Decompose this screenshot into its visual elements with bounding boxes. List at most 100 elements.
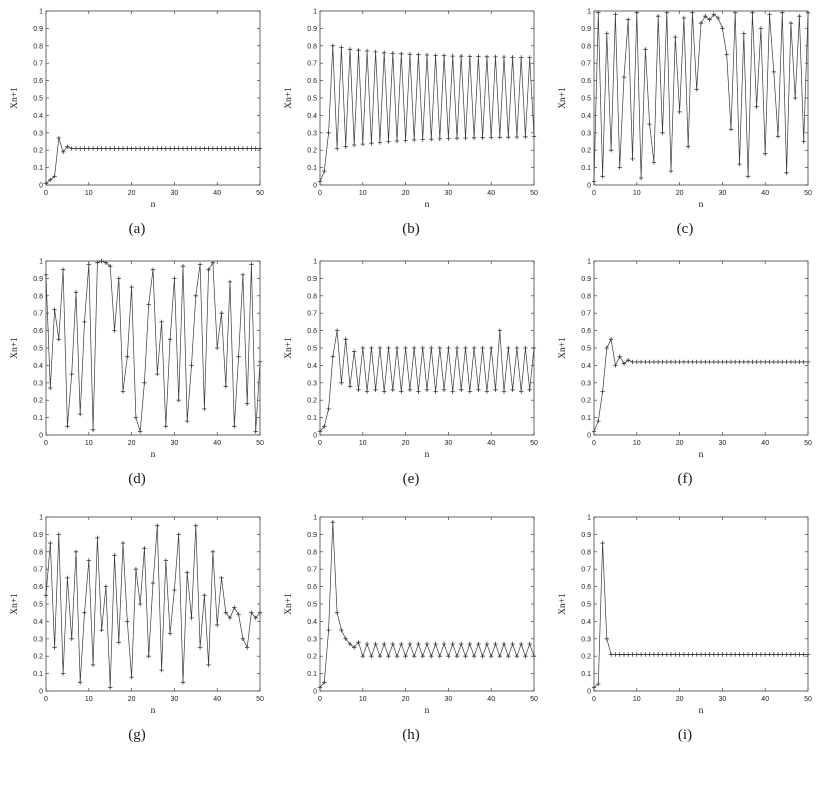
y-tick-label: 0.7 [581, 61, 591, 68]
subplot-caption: (i) [677, 727, 693, 743]
y-ticks: 0 0.1 0.2 0.3 0.4 0.5 0.6 0.7 0.8 0.9 1 [33, 9, 260, 190]
y-axis-label: Xn+1 [558, 87, 568, 109]
x-tick-label: 40 [213, 440, 221, 447]
y-tick-label: 0.7 [33, 61, 43, 68]
x-tick-label: 0 [318, 190, 322, 197]
y-tick-label: 0.9 [307, 532, 317, 539]
y-tick-label: 1 [587, 515, 591, 522]
x-axis-label: n [699, 200, 704, 210]
y-tick-label: 0.6 [581, 78, 591, 85]
series-line [45, 260, 261, 432]
y-tick-label: 0.3 [307, 636, 317, 643]
x-tick-label: 10 [359, 190, 367, 197]
axes-box [45, 10, 261, 186]
series-markers [43, 258, 263, 434]
y-tick-label: 0.4 [581, 113, 591, 120]
x-tick-label: 0 [592, 190, 596, 197]
y-tick-label: 0.8 [581, 293, 591, 300]
series-markers [317, 520, 537, 690]
y-tick-label: 0.8 [307, 43, 317, 50]
x-tick-label: 20 [128, 440, 136, 447]
y-tick-label: 0.6 [33, 328, 43, 335]
y-tick-label: 0.6 [581, 584, 591, 591]
y-tick-label: 0 [313, 433, 317, 440]
series-line [593, 543, 808, 688]
y-tick-label: 0.1 [581, 415, 591, 422]
y-axis-label: Xn+1 [284, 593, 294, 615]
y-tick-label: 0 [587, 433, 591, 440]
plot-canvas-d: 0 10 20 30 40 50 0 0.1 0.2 0.3 0.4 0.5 0.6 0.7 0.8 0.9 1… [10, 258, 264, 461]
y-tick-label: 0 [587, 183, 591, 190]
y-tick-label: 0.4 [33, 619, 43, 626]
axes-box [45, 516, 261, 692]
series-markers [43, 135, 263, 186]
x-tick-label: 0 [318, 440, 322, 447]
y-tick-label: 0.8 [33, 549, 43, 556]
axes-box [593, 516, 809, 692]
series-markers [591, 540, 811, 690]
y-axis-label: Xn+1 [284, 87, 294, 109]
y-tick-label: 0.2 [307, 148, 317, 155]
x-tick-label: 50 [256, 190, 264, 197]
x-axis-label: n [699, 706, 704, 716]
y-ticks: 0 0.1 0.2 0.3 0.4 0.5 0.6 0.7 0.8 0.9 1 [307, 9, 534, 190]
series-markers [591, 10, 811, 184]
axes-box [593, 10, 809, 186]
x-tick-label: 20 [128, 696, 136, 703]
subplot-i: 0 10 20 30 40 50 0 0.1 0.2 0.3 0.4 0.5 0.6 0.7 0.8 0.9 1… [554, 506, 816, 744]
x-tick-label: 30 [171, 696, 179, 703]
x-tick-label: 40 [761, 440, 769, 447]
series-line [593, 12, 809, 182]
x-tick-label: 50 [256, 696, 264, 703]
plot-canvas-g: 0 10 20 30 40 50 0 0.1 0.2 0.3 0.4 0.5 0.6 0.7 0.8 0.9 1… [10, 515, 264, 717]
y-axis-label: Xn+1 [284, 337, 294, 359]
axes-box [593, 260, 809, 436]
y-tick-label: 0.4 [307, 363, 317, 370]
subplot-b: 0 10 20 30 40 50 0 0.1 0.2 0.3 0.4 0.5 0.6 0.7 0.8 0.9 1… [280, 0, 542, 238]
y-tick-label: 0.7 [33, 311, 43, 318]
y-tick-label: 0.2 [307, 398, 317, 405]
x-tick-label: 40 [213, 696, 221, 703]
subplot-f: 0 10 20 30 40 50 0 0.1 0.2 0.3 0.4 0.5 0.6 0.7 0.8 0.9 1… [554, 250, 816, 488]
y-tick-label: 0.1 [307, 415, 317, 422]
y-tick-label: 0.5 [581, 96, 591, 103]
plot-canvas-f: 0 10 20 30 40 50 0 0.1 0.2 0.3 0.4 0.5 0.6 0.7 0.8 0.9 1… [558, 259, 812, 461]
x-tick-label: 0 [44, 190, 48, 197]
y-tick-label: 1 [39, 515, 43, 522]
y-tick-label: 0.7 [581, 567, 591, 574]
y-tick-label: 0.6 [307, 584, 317, 591]
x-tick-label: 50 [804, 190, 812, 197]
y-ticks: 0 0.1 0.2 0.3 0.4 0.5 0.6 0.7 0.8 0.9 1 [581, 259, 808, 440]
subplot-c: 0 10 20 30 40 50 0 0.1 0.2 0.3 0.4 0.5 0.6 0.7 0.8 0.9 1… [554, 0, 816, 238]
y-tick-label: 0.6 [581, 328, 591, 335]
y-tick-label: 0.3 [581, 130, 591, 137]
y-axis-label: Xn+1 [10, 593, 20, 615]
y-tick-label: 0.6 [33, 584, 43, 591]
y-tick-label: 1 [39, 259, 43, 266]
y-tick-label: 0.4 [33, 363, 43, 370]
x-tick-label: 20 [402, 440, 410, 447]
y-tick-label: 0.1 [33, 165, 43, 172]
subplot-caption: (g) [128, 727, 146, 743]
x-tick-label: 40 [213, 190, 221, 197]
y-tick-label: 0.1 [307, 671, 317, 678]
y-tick-label: 0.1 [581, 165, 591, 172]
y-tick-label: 0.9 [307, 26, 317, 33]
x-axis-label: n [699, 450, 704, 460]
x-tick-label: 30 [445, 190, 453, 197]
y-tick-label: 0.2 [33, 654, 43, 661]
series-markers [43, 523, 263, 690]
x-ticks: 0 10 20 30 40 50 [44, 261, 264, 447]
plot-canvas-i: 0 10 20 30 40 50 0 0.1 0.2 0.3 0.4 0.5 0.6 0.7 0.8 0.9 1… [558, 515, 812, 717]
x-ticks: 0 10 20 30 40 50 [318, 261, 538, 447]
y-axis-label: Xn+1 [10, 337, 20, 359]
x-tick-label: 0 [44, 696, 48, 703]
series-line [319, 330, 535, 432]
x-axis-label: n [425, 200, 430, 210]
y-tick-label: 0.2 [307, 654, 317, 661]
y-tick-label: 0.3 [33, 636, 43, 643]
subplot-caption: (e) [402, 471, 420, 487]
series-line [319, 45, 535, 182]
y-tick-label: 0.1 [581, 671, 591, 678]
